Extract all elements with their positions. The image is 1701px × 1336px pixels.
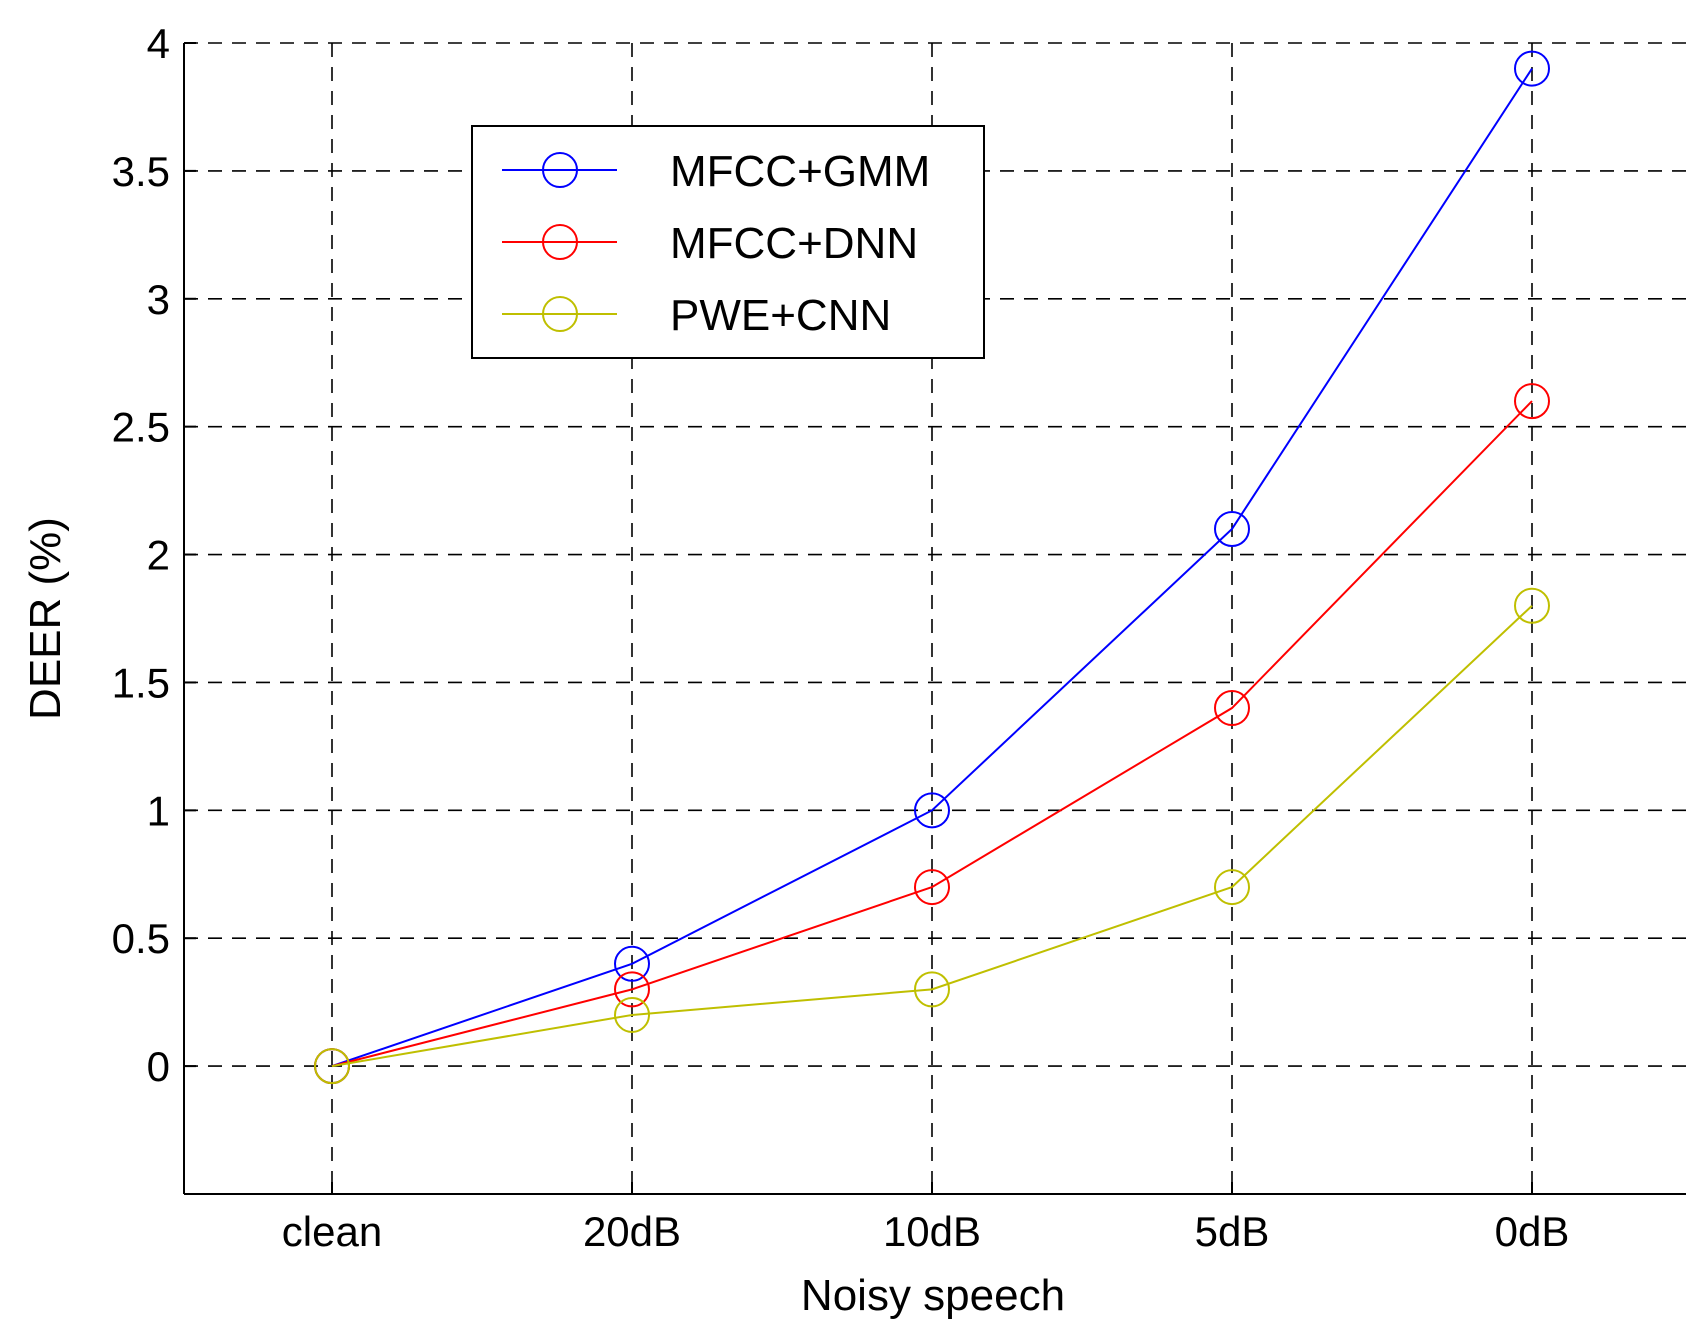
data-point bbox=[314, 1048, 350, 1085]
x-tick-label: 20dB bbox=[583, 1208, 681, 1255]
y-tick-label: 3 bbox=[147, 276, 170, 323]
x-tick-label: 5dB bbox=[1195, 1208, 1270, 1255]
legend-entry: PWE+CNN bbox=[502, 291, 891, 340]
y-tick-label: 0.5 bbox=[112, 915, 170, 962]
y-tick-label: 1 bbox=[147, 787, 170, 834]
legend-swatch-marker bbox=[542, 296, 578, 332]
data-point bbox=[614, 945, 650, 982]
y-tick-label: 0 bbox=[147, 1043, 170, 1090]
legend-label: MFCC+GMM bbox=[670, 147, 930, 196]
y-tick-label: 2.5 bbox=[112, 404, 170, 451]
series-line bbox=[331, 400, 1533, 1068]
series-pwe-cnn bbox=[314, 587, 1550, 1085]
data-point bbox=[914, 869, 950, 906]
legend: MFCC+GMM MFCC+DNN PWE+CNN bbox=[471, 125, 985, 359]
tick-labels: 0 0.5 1 1.5 2 2.5 3 3.5 4 clean 20dB 10dB 5dB 0dB bbox=[112, 20, 1570, 1255]
legend-label: PWE+CNN bbox=[670, 291, 891, 340]
series-line bbox=[331, 604, 1533, 1068]
series-lines bbox=[314, 50, 1550, 1085]
y-tick-label: 1.5 bbox=[112, 659, 170, 706]
legend-entry: MFCC+GMM bbox=[502, 147, 930, 196]
series-line bbox=[331, 68, 1533, 1068]
data-point bbox=[1214, 510, 1250, 547]
x-tick-label: clean bbox=[282, 1208, 382, 1255]
x-tick-label: 0dB bbox=[1495, 1208, 1570, 1255]
legend-label: MFCC+DNN bbox=[670, 219, 918, 268]
data-point bbox=[914, 971, 950, 1008]
y-tick-label: 4 bbox=[147, 20, 170, 67]
data-point bbox=[1514, 587, 1550, 624]
legend-swatch-marker bbox=[542, 152, 578, 188]
data-point bbox=[1514, 50, 1550, 87]
x-tick-label: 10dB bbox=[883, 1208, 981, 1255]
data-point bbox=[614, 996, 650, 1033]
axes bbox=[183, 42, 1686, 1195]
data-point bbox=[1514, 383, 1550, 420]
legend-swatch-marker bbox=[542, 224, 578, 260]
data-point bbox=[1214, 869, 1250, 906]
grid bbox=[184, 42, 1686, 1194]
data-point bbox=[914, 792, 950, 829]
legend-entry: MFCC+DNN bbox=[502, 219, 918, 268]
data-point bbox=[1214, 690, 1250, 727]
y-axis-title: DEER (%) bbox=[21, 517, 70, 720]
y-tick-label: 2 bbox=[147, 532, 170, 579]
y-tick-label: 3.5 bbox=[112, 148, 170, 195]
data-point bbox=[614, 971, 650, 1008]
x-axis-title: Noisy speech bbox=[801, 1271, 1065, 1320]
